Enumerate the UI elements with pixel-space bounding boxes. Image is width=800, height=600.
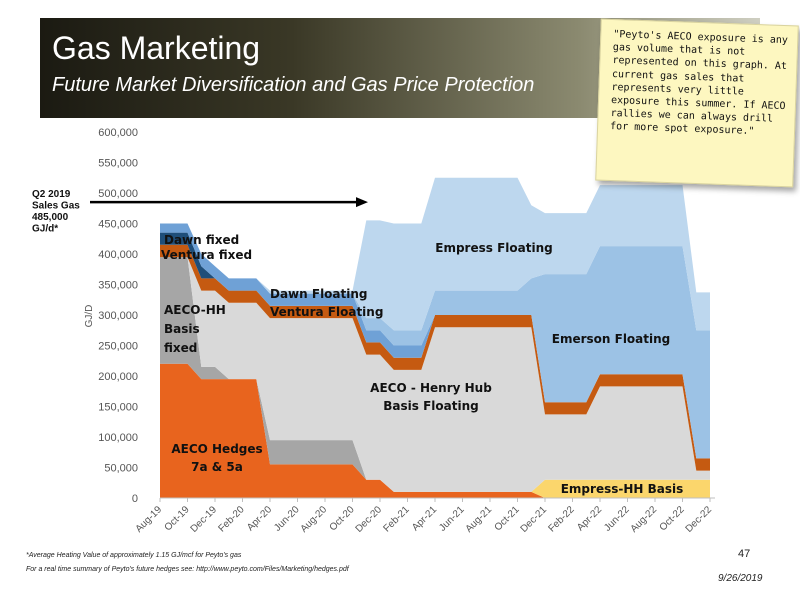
slide-date: 9/26/2019 bbox=[718, 573, 763, 584]
area-aeco-henry-hub-basis-floating bbox=[160, 257, 710, 492]
slide-subtitle: Future Market Diversification and Gas Pr… bbox=[52, 74, 535, 96]
label-empress-floating: Empress Floating bbox=[435, 241, 552, 255]
label-ventura-floating: Ventura Floating bbox=[270, 305, 383, 319]
area-empress-hh-basis bbox=[160, 363, 710, 498]
x-tick-label: Aug-22 bbox=[629, 504, 660, 535]
annotation-text: Q2 2019 bbox=[32, 189, 71, 200]
x-tick-label: Dec-19 bbox=[189, 504, 220, 535]
y-tick-label: 450,000 bbox=[98, 219, 138, 231]
y-tick-label: 200,000 bbox=[98, 371, 138, 383]
y-tick-label: 400,000 bbox=[98, 249, 138, 261]
label-dawn-floating: Dawn Floating bbox=[270, 287, 368, 301]
label-emerson-floating: Emerson Floating bbox=[552, 332, 671, 346]
x-tick-label: Jun-22 bbox=[602, 504, 632, 534]
label-dawn-fixed: Dawn fixed bbox=[164, 233, 239, 247]
sticky-note-text: "Peyto's AECO exposure is any gas volume… bbox=[609, 29, 789, 138]
label-aeco-henry-hub-basis-floating: Basis Floating bbox=[383, 399, 478, 413]
area-ventura-fixed bbox=[160, 244, 710, 471]
x-tick-label: Aug-19 bbox=[134, 504, 165, 535]
label-aeco-hh-basis-fixed: fixed bbox=[164, 341, 197, 355]
x-tick-label: Dec-22 bbox=[684, 504, 715, 535]
annotation-text: 485,000 bbox=[32, 212, 69, 223]
area-empress-floating bbox=[160, 177, 710, 331]
area-aeco-hedges-7a-5a bbox=[160, 363, 710, 498]
label-aeco-hh-basis-fixed: Basis bbox=[164, 322, 200, 336]
footnote-hedges-link: For a real time summary of Peyto's futur… bbox=[26, 566, 349, 573]
y-tick-label: 50,000 bbox=[104, 463, 138, 475]
y-tick-label: 150,000 bbox=[98, 402, 138, 414]
label-aeco-hedges: AECO Hedges bbox=[171, 442, 262, 456]
x-tick-label: Oct-22 bbox=[658, 504, 687, 533]
x-tick-label: Apr-20 bbox=[245, 504, 274, 533]
y-tick-label: 300,000 bbox=[98, 310, 138, 322]
page-number: 47 bbox=[738, 548, 751, 560]
annotation-arrowhead bbox=[356, 197, 368, 208]
x-tick-label: Dec-20 bbox=[354, 504, 385, 535]
label-ventura-fixed: Ventura fixed bbox=[161, 248, 252, 262]
x-tick-label: Oct-21 bbox=[493, 504, 522, 533]
x-tick-label: Apr-21 bbox=[410, 504, 439, 533]
x-tick-label: Feb-21 bbox=[381, 504, 411, 534]
x-tick-label: Dec-21 bbox=[519, 504, 550, 535]
y-tick-label: 600,000 bbox=[98, 127, 138, 139]
label-aeco-hh-basis-fixed: AECO-HH bbox=[164, 303, 226, 317]
area-emerson-floating bbox=[160, 223, 710, 459]
x-tick-label: Apr-22 bbox=[575, 504, 604, 533]
label-aeco-hedges: 7a & 5a bbox=[191, 460, 243, 474]
annotation-text: GJ/d* bbox=[32, 224, 58, 235]
y-tick-label: 0 bbox=[132, 493, 138, 505]
y-axis-label: GJ/D bbox=[84, 305, 95, 328]
x-tick-label: Feb-22 bbox=[546, 504, 576, 534]
x-tick-label: Oct-19 bbox=[163, 504, 192, 533]
x-tick-label: Feb-20 bbox=[216, 504, 246, 534]
y-tick-label: 350,000 bbox=[98, 280, 138, 292]
x-tick-label: Jun-21 bbox=[437, 504, 467, 534]
annotation-text: Sales Gas bbox=[32, 201, 80, 212]
x-tick-label: Aug-21 bbox=[464, 504, 495, 535]
label-empress-hh-basis: Empress-HH Basis bbox=[561, 482, 684, 496]
footnote-heating-value: *Average Heating Value of approximately … bbox=[26, 552, 242, 559]
sticky-note: "Peyto's AECO exposure is any gas volume… bbox=[595, 18, 799, 188]
label-aeco-henry-hub-basis-floating: AECO - Henry Hub bbox=[370, 381, 492, 395]
x-tick-label: Oct-20 bbox=[328, 504, 357, 533]
x-tick-label: Jun-20 bbox=[272, 504, 302, 534]
y-tick-label: 100,000 bbox=[98, 432, 138, 444]
y-tick-label: 500,000 bbox=[98, 188, 138, 200]
slide-title: Gas Marketing bbox=[52, 30, 261, 66]
y-tick-label: 250,000 bbox=[98, 341, 138, 353]
x-tick-label: Aug-20 bbox=[299, 504, 330, 535]
y-tick-label: 550,000 bbox=[98, 158, 138, 170]
